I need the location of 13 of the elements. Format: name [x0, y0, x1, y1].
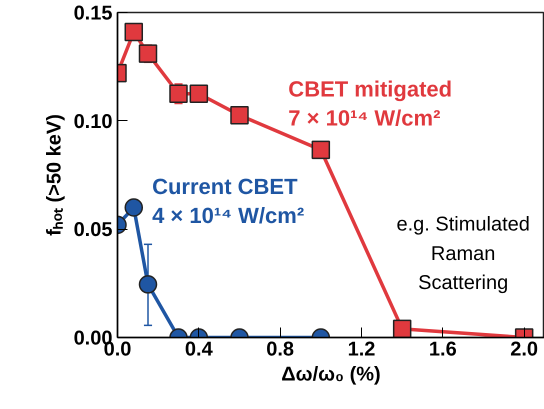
y-tick-label: 0.15: [74, 2, 113, 24]
x-axis-title: Δω/ω₀ (%): [281, 364, 381, 386]
y-axis-title: fₕₒₜ (>50 keV): [44, 114, 66, 236]
x-tick-label: 0.4: [184, 338, 214, 360]
series-label: CBET mitigated 7 × 10¹⁴ W/cm²: [288, 76, 452, 131]
y-tick-label: 0.05: [74, 219, 113, 242]
series-label: Current CBET 4 × 10¹⁴ W/cm²: [152, 174, 304, 228]
x-tick-label: 1.2: [348, 338, 376, 360]
x-tick-label: 2.0: [510, 338, 538, 360]
x-tick-label: 0.8: [266, 338, 294, 360]
annotation: e.g. Stimulated Raman Scattering: [396, 214, 530, 294]
y-tick-label: 0.10: [74, 110, 113, 133]
x-tick-label: 1.6: [428, 338, 457, 360]
